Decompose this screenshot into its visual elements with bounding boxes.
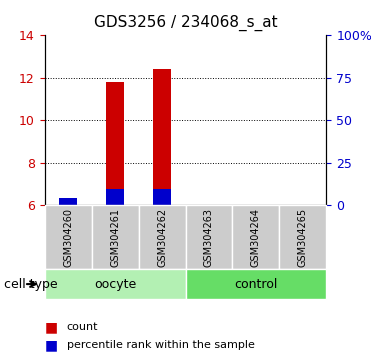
Text: cell type: cell type [4,278,58,291]
Text: GSM304265: GSM304265 [298,207,308,267]
Text: GSM304260: GSM304260 [63,208,73,267]
Text: oocyte: oocyte [94,278,136,291]
Text: GSM304261: GSM304261 [110,208,120,267]
Text: GSM304262: GSM304262 [157,207,167,267]
Text: count: count [67,322,98,332]
Bar [106,82,124,205]
Bar [152,189,171,205]
Text: ■: ■ [45,338,58,352]
Text: percentile rank within the sample: percentile rank within the sample [67,340,255,350]
FancyBboxPatch shape [45,269,186,299]
FancyBboxPatch shape [92,205,138,269]
Bar [106,189,124,205]
Bar [152,69,171,205]
FancyBboxPatch shape [138,205,186,269]
Text: GSM304263: GSM304263 [204,208,214,267]
Text: GSM304264: GSM304264 [251,208,261,267]
FancyBboxPatch shape [186,269,326,299]
FancyBboxPatch shape [279,205,326,269]
FancyBboxPatch shape [186,205,233,269]
Text: ■: ■ [45,320,58,335]
FancyBboxPatch shape [45,205,92,269]
Text: control: control [234,278,278,291]
Bar [59,203,78,205]
Bar [59,198,78,205]
Title: GDS3256 / 234068_s_at: GDS3256 / 234068_s_at [94,15,277,31]
FancyBboxPatch shape [233,205,279,269]
